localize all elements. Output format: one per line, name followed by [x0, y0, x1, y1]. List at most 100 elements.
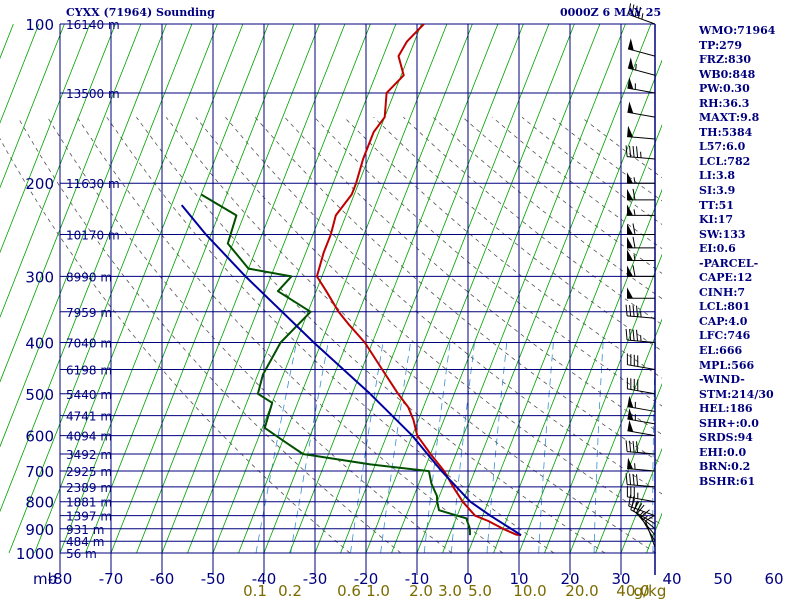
wind-barb-half-flag — [641, 13, 644, 20]
wind-barb-flag — [631, 4, 635, 16]
isotherm-line — [0, 24, 65, 189]
wind-barb-pennant — [627, 204, 633, 216]
wind-barb-pennant — [627, 395, 634, 408]
station-title: CYXX (71964) Sounding — [66, 6, 215, 19]
wind-barb-flag — [636, 305, 639, 317]
pressure-tick-label: 1000 — [16, 545, 54, 563]
index-item: KI:17 — [699, 213, 734, 227]
wind-barb-flag — [632, 441, 635, 453]
wind-barb — [627, 419, 656, 437]
wind-barb — [627, 125, 656, 140]
isotherm-line — [161, 24, 371, 554]
temperature-tick-label: -70 — [99, 570, 124, 588]
wind-barb-flag — [629, 440, 632, 452]
wind-barb — [627, 236, 655, 249]
pressure-tick-label: 600 — [25, 428, 54, 446]
dry-adiabat-line — [343, 116, 662, 379]
index-item: EHI:0.0 — [699, 445, 747, 459]
index-item: WMO:71964 — [699, 24, 776, 37]
index-item: LCL:801 — [699, 300, 751, 314]
isotherm-line — [263, 24, 473, 554]
wind-barb-flag — [636, 146, 639, 158]
wind-barb-flag — [629, 304, 632, 317]
wind-barb — [627, 101, 656, 118]
wind-barb — [627, 172, 655, 184]
height-label: 3492 m — [66, 448, 112, 462]
grid-lines — [59, 23, 656, 575]
temperature-tick-label: -50 — [201, 570, 226, 588]
wind-barb — [627, 457, 656, 472]
wind-barb-staff — [628, 505, 656, 517]
parcel-trace — [180, 204, 522, 536]
index-item: WB0:848 — [699, 67, 756, 81]
isotherm-line — [314, 24, 524, 554]
wind-barb-staff — [627, 406, 656, 412]
temperature-trace — [315, 24, 522, 537]
wind-barb-flag — [636, 329, 639, 342]
index-item: -PARCEL- — [699, 256, 759, 270]
valid-time: 0000Z 6 MAY 25 — [560, 6, 662, 19]
mixing-ratio-line — [423, 342, 451, 554]
wind-barb-flag — [638, 6, 641, 19]
temperature-tick-label: 50 — [713, 570, 732, 588]
wind-barb — [627, 287, 655, 299]
temperature-tick-label: 10 — [509, 570, 528, 588]
isotherm-line — [0, 24, 193, 513]
wind-barb-pennant — [627, 419, 634, 432]
index-item: LI:3.8 — [699, 169, 736, 183]
wind-barb — [625, 473, 656, 488]
isotherm-line — [85, 24, 295, 554]
height-label: 1881 m — [66, 496, 112, 510]
index-item: BRN:0.2 — [699, 460, 751, 474]
wind-barb-flag — [636, 474, 639, 486]
wind-barb-pennant — [627, 223, 633, 235]
mixing-ratio-label: 40.0 — [616, 582, 649, 600]
wind-barb-flag — [628, 494, 632, 507]
isotherm-line — [0, 24, 116, 319]
height-label: 5440 m — [66, 388, 112, 402]
wind-barb — [626, 485, 656, 503]
height-label: 484 m — [66, 535, 104, 549]
wind-barb-flag — [628, 3, 632, 15]
wind-barb-half-flag — [642, 515, 648, 521]
wind-barb-half-flag — [633, 177, 636, 184]
wind-barb-flag — [625, 304, 628, 316]
wind-barb — [627, 265, 655, 277]
wind-barb-flag — [625, 473, 628, 485]
wind-barb — [627, 204, 655, 216]
temperature-tick-label: -80 — [48, 570, 73, 588]
isotherm-line — [442, 24, 652, 554]
pressure-tick-label: 700 — [25, 463, 54, 481]
wind-barb-half-flag — [638, 511, 644, 517]
wind-barb-half-flag — [633, 209, 636, 216]
pressure-tick-label: 100 — [25, 16, 54, 34]
height-label: 931 m — [66, 523, 104, 537]
isotherm-line — [187, 24, 397, 554]
mixing-ratio-label: 3.0 — [438, 582, 462, 600]
wind-barb-pennant — [627, 172, 633, 184]
height-label: 16140 m — [66, 18, 120, 32]
dry-adiabat-line — [106, 116, 555, 554]
isotherms — [0, 24, 662, 554]
wind-barb-staff — [644, 520, 656, 548]
wind-barb-pennant — [627, 77, 634, 90]
index-item: SI:3.9 — [699, 184, 736, 198]
isotherm-line — [110, 24, 320, 554]
pressure-tick-label: 800 — [25, 494, 54, 512]
pressure-tick-label: 200 — [25, 175, 54, 193]
wind-barb — [627, 57, 656, 76]
index-item: CAP:4.0 — [699, 314, 748, 328]
isotherm-line — [365, 24, 575, 554]
mixing-ratio-line — [538, 342, 554, 554]
isotherm-line — [0, 24, 40, 124]
height-label: 7040 m — [66, 336, 112, 350]
wind-barb-flag — [632, 188, 636, 200]
sounding-traces — [180, 24, 522, 537]
wind-barb-flag — [629, 473, 632, 485]
wind-barb — [626, 353, 656, 371]
wind-barb-staff — [627, 67, 656, 76]
isotherm-line — [569, 318, 662, 554]
wind-barb-half-flag — [635, 63, 637, 71]
dry-adiabat-line — [284, 116, 662, 435]
